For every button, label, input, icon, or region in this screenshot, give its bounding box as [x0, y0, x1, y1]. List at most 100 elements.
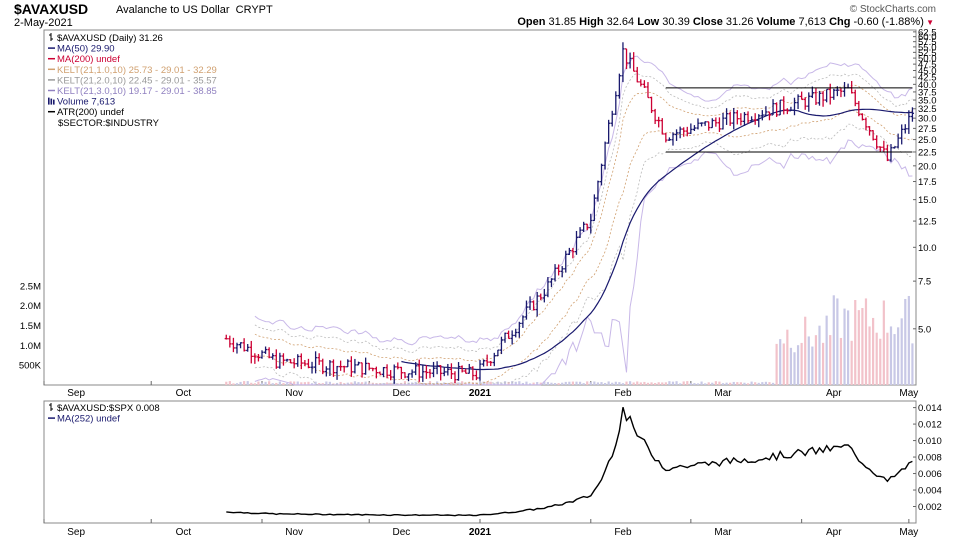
lower-month-label: May [899, 527, 918, 538]
price-bar [860, 113, 864, 121]
volume-bar [228, 381, 231, 385]
volume-bar [546, 382, 550, 385]
volume-bar [911, 343, 914, 385]
volume-bar [882, 300, 885, 385]
ratio-tick-label: 0.012 [918, 420, 942, 431]
volume-bar [482, 381, 485, 385]
price-bar [339, 360, 343, 371]
volume-bar [786, 329, 789, 385]
price-bar [431, 361, 436, 378]
volume-bar [839, 337, 843, 385]
volume-bar [757, 382, 760, 385]
volume-bar [829, 335, 832, 385]
price-bar [582, 221, 586, 232]
volume-bar [582, 383, 585, 385]
price-bar [253, 353, 257, 364]
price-bar [775, 102, 779, 117]
price-bar [560, 266, 564, 278]
volume-bar [639, 382, 642, 385]
volume-bar [450, 382, 453, 385]
volume-bar [507, 381, 510, 385]
volume-bar [525, 381, 528, 385]
volume-bar [275, 382, 278, 385]
price-bar [281, 353, 286, 366]
volume-bar [514, 381, 517, 385]
legend-item: $AVAXUSD (Daily) 31.26 [49, 33, 163, 44]
price-bar [514, 328, 518, 338]
price-bar [314, 351, 318, 374]
price-bar [885, 144, 890, 162]
volume-bar [314, 381, 317, 385]
symbol: $AVAXUSD [14, 1, 89, 17]
price-bar [574, 230, 579, 255]
price-bar [557, 264, 561, 276]
price-bar [485, 354, 489, 367]
volume-bar [385, 382, 389, 385]
price-tick-label: 25.0 [918, 135, 937, 146]
price-bar [792, 97, 797, 116]
price-bar [460, 365, 464, 373]
volume-bar [807, 336, 810, 385]
price-bar [414, 362, 418, 376]
price-bar [578, 227, 582, 238]
price-bar [750, 116, 754, 123]
price-bar [285, 358, 289, 362]
price-bar [635, 66, 639, 83]
price-bar [671, 132, 675, 146]
ohlc-chg: Chg -0.60 (-1.88%) [829, 16, 924, 28]
upper-panel: Sep Oct Nov Dec 2021 Feb Mar Apr May 62.560.057.5… [19, 27, 937, 399]
volume-bar [486, 381, 489, 385]
volume-bar [325, 381, 328, 385]
price-tick-label: 12.5 [918, 217, 937, 228]
price-bar [746, 111, 750, 124]
volume-bar [461, 381, 464, 385]
keltner-upper-3 [254, 55, 913, 346]
legend-volume-icon [53, 99, 55, 105]
price-tick-label: 62.5 [918, 27, 937, 38]
price-bar [907, 110, 911, 134]
volume-bar [589, 382, 592, 385]
ratio-tick-label: 0.002 [918, 502, 942, 513]
price-tick-label: 15.0 [918, 195, 937, 206]
volume-bar [543, 381, 546, 385]
volume-bar [646, 382, 650, 385]
price-bar [399, 366, 403, 380]
volume-bar [675, 381, 678, 385]
ratio-legend-item: $AVAXUSD:$SPX 0.008 [49, 403, 160, 414]
price-bar [717, 117, 722, 132]
price-bar [785, 108, 789, 115]
upper-month-label: May [899, 388, 918, 399]
price-bar [464, 368, 468, 374]
price-bar [421, 365, 425, 382]
volume-bar [428, 381, 432, 385]
price-bar [685, 126, 689, 137]
price-bar [442, 367, 446, 377]
price-bar [875, 135, 879, 150]
price-bar [857, 100, 861, 117]
price-tick-label: 47.5 [918, 60, 937, 71]
volume-bar [850, 340, 853, 385]
price-bar [296, 354, 300, 367]
price-bar [564, 250, 568, 273]
price-bar [817, 90, 822, 106]
volume-bar [536, 382, 539, 385]
volume-bar [679, 383, 682, 385]
price-bar [903, 124, 907, 134]
volume-bar [872, 317, 875, 385]
price-bar [871, 130, 875, 141]
price-bar [263, 346, 268, 354]
ratio-tick-label: 0.006 [918, 469, 942, 480]
price-bar [396, 362, 400, 370]
price-bar [699, 122, 704, 127]
volume-bar [897, 327, 900, 385]
price-bar [807, 92, 811, 112]
volume-bar [321, 383, 324, 385]
price-bar [592, 194, 596, 222]
price-bar [724, 108, 729, 125]
volume-bar [743, 382, 746, 385]
volume-bar [746, 383, 750, 385]
price-bar [771, 99, 775, 116]
volume-tick-label: 500K [19, 361, 42, 372]
price-bar [349, 356, 353, 377]
price-bar [453, 371, 457, 384]
